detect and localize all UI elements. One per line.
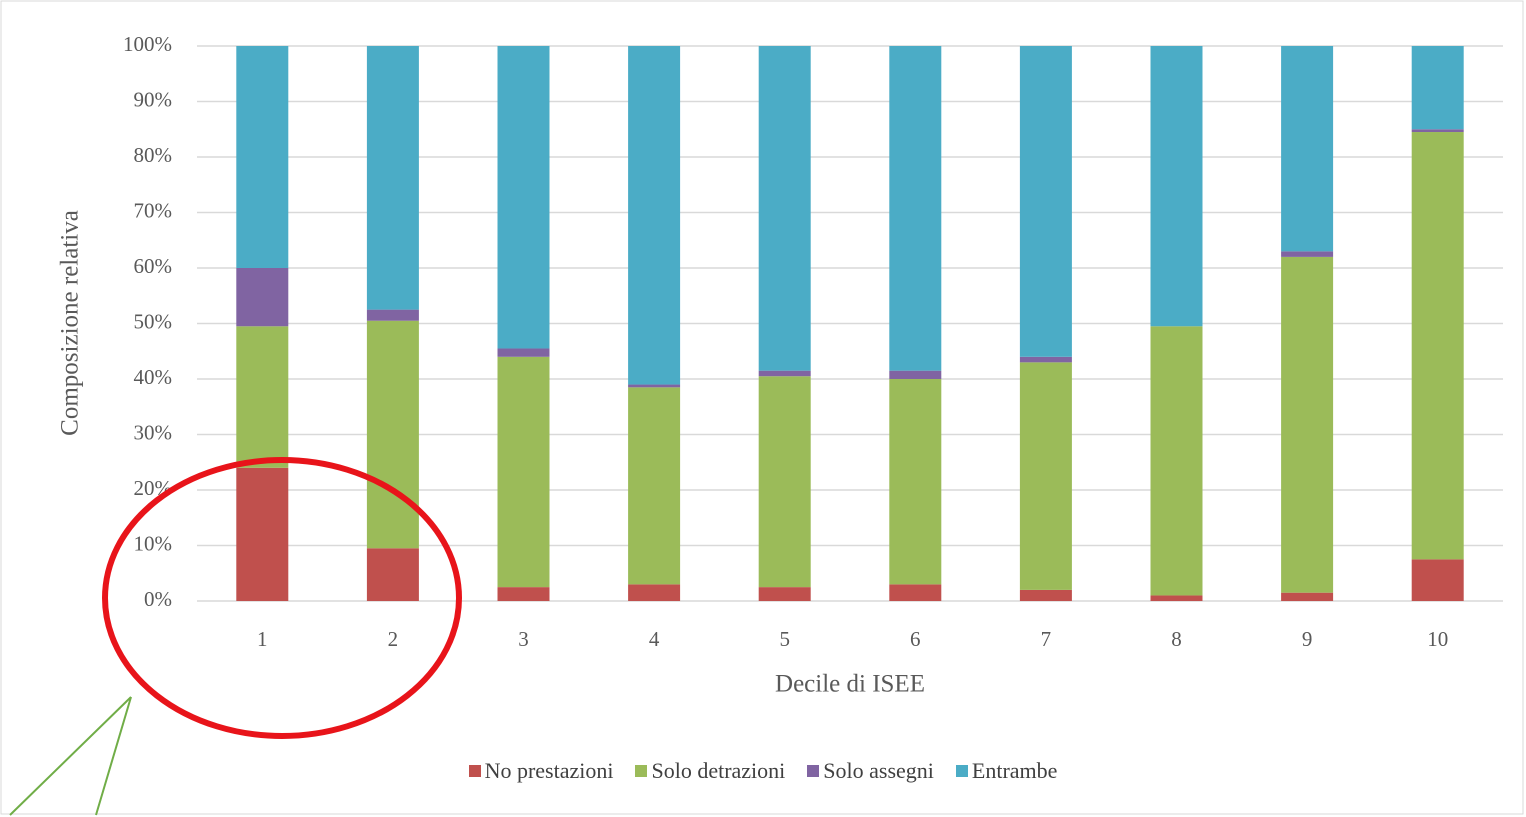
bar-segment (1281, 256, 1334, 593)
y-tick-label: 40% (134, 365, 173, 389)
bar-segment (1411, 129, 1464, 133)
y-tick-label: 70% (134, 198, 173, 222)
legend-label: Solo detrazioni (651, 758, 786, 783)
bar-segment (1019, 362, 1072, 590)
legend-swatch (468, 765, 481, 777)
bar-segment (1411, 132, 1464, 560)
bar-segment (758, 370, 811, 377)
y-tick-label: 30% (134, 420, 173, 444)
legend: No prestazioni Solo detrazioni Solo assegn… (0, 758, 1526, 784)
bar-segment (628, 46, 681, 385)
legend-label: Solo assegni (823, 758, 934, 783)
x-tick-label: 8 (1171, 627, 1182, 651)
plot-area: 0%10%20%30%40%50%60%70%80%90%100%1 2 3 4 5 6 7… (123, 32, 1503, 651)
x-tick-label: 7 (1041, 627, 1052, 651)
bar-segment (1019, 46, 1072, 357)
legend-label: No prestazioni (484, 758, 614, 783)
bar-segment (628, 584, 681, 601)
x-tick-label: 3 (518, 627, 529, 651)
y-tick-label: 10% (134, 531, 173, 555)
bar-segment (1281, 592, 1334, 601)
x-tick-label: 9 (1302, 627, 1313, 651)
legend-item: Entrambe (955, 758, 1058, 784)
x-tick-label: 2 (388, 627, 399, 651)
bar-segment (1411, 559, 1464, 601)
bar-segment (1281, 46, 1334, 252)
bar-segment (889, 370, 942, 379)
y-tick-label: 50% (134, 309, 173, 333)
bar-segment (366, 320, 419, 549)
bar-segment (497, 587, 550, 601)
bar-segment (497, 46, 550, 349)
x-tick-label: 1 (257, 627, 268, 651)
bar-segment (236, 268, 289, 327)
y-tick-label: 60% (134, 254, 173, 278)
bar-segment (1019, 356, 1072, 363)
callout-line (95, 696, 132, 816)
bar-segment (628, 387, 681, 585)
bar-segment (758, 376, 811, 588)
bar-segment (758, 46, 811, 371)
legend-item: Solo assegni (807, 758, 934, 784)
bar-segment (236, 326, 289, 468)
bar-segment (366, 46, 419, 310)
x-tick-label: 4 (649, 627, 660, 651)
y-tick-label: 0% (144, 587, 172, 611)
bar-segment (236, 46, 289, 268)
x-tick-label: 5 (779, 627, 790, 651)
x-axis-title: Decile di ISEE (775, 671, 925, 698)
bar-segment (366, 548, 419, 601)
bar-segment (889, 46, 942, 371)
bar-segment (758, 587, 811, 601)
legend-label: Entrambe (971, 758, 1058, 783)
y-tick-label: 90% (134, 87, 173, 111)
legend-swatch (635, 765, 648, 777)
x-tick-label: 10 (1427, 627, 1448, 651)
bar-segment (236, 467, 289, 601)
legend-item: Solo detrazioni (635, 758, 785, 784)
bar-segment (1150, 326, 1203, 596)
legend-item: No prestazioni (468, 758, 614, 784)
x-tick-label: 6 (910, 627, 921, 651)
y-tick-label: 80% (134, 143, 173, 167)
bar-segment (497, 356, 550, 588)
bar-segment (1150, 595, 1203, 601)
y-axis-title: Composizione relativa (57, 210, 84, 436)
highlight-ellipse (102, 457, 462, 739)
y-tick-label: 100% (123, 32, 172, 56)
bar-segment (1411, 46, 1464, 130)
bar-segment (628, 384, 681, 388)
bar-segment (1150, 46, 1203, 327)
bar-segment (1019, 589, 1072, 601)
bar-segment (366, 309, 419, 321)
legend-swatch (955, 765, 968, 777)
callout-line (9, 696, 132, 816)
bar-segment (1281, 251, 1334, 257)
legend-swatch (807, 765, 820, 777)
bar-segment (497, 348, 550, 357)
bar-segment (889, 379, 942, 585)
bar-segment (889, 584, 942, 601)
